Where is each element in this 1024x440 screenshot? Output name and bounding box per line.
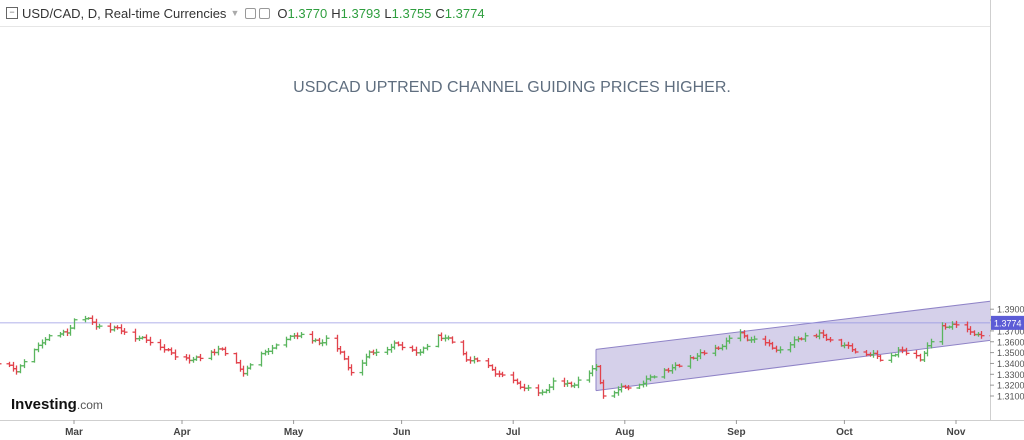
ohlc-bar [953,320,960,328]
ohlc-bar [197,353,204,362]
ohlc-bars [0,315,1024,399]
current-price-label: 1.3774 [994,318,1022,328]
ohlc-bar [348,364,355,376]
ohlc-bar [499,371,506,378]
ohlc-o-label: O [277,5,288,21]
y-tick-label: 1.3100 [997,392,1024,402]
y-tick-label: 1.3600 [997,337,1024,347]
x-tick-label: Apr [173,427,190,438]
ohlc-bar [751,335,758,343]
ohlc-bar [474,357,481,363]
logo-suffix: .com [76,398,103,412]
y-tick-label: 1.3300 [997,370,1024,380]
symbol-title: USD/CAD, D, Real-time Currencies [22,5,227,21]
ohlc-bar [625,385,632,391]
ohlc-bar [172,349,179,360]
ohlc-bar [273,343,280,350]
ohlc-bar [575,376,582,389]
x-tick-label: Nov [947,427,966,438]
ohlc-bar [147,336,154,346]
ohlc-bar [96,323,103,329]
y-tick-label: 1.3500 [997,348,1024,358]
ohlc-bar [877,354,884,362]
ohlc-bar [222,346,229,356]
ohlc-bar [827,336,834,343]
ohlc-bar [71,318,78,330]
x-tick-label: Mar [65,427,83,438]
ohlc-bar [676,363,683,368]
x-axis-panel [0,420,1024,440]
channel-fill [596,298,1014,391]
x-tick-label: May [284,427,304,438]
ohlc-c-label: C [435,5,445,21]
ohlc-h-value: 1.3793 [340,5,381,21]
x-tick-label: Aug [615,427,634,438]
ohlc-bar [777,346,784,354]
x-tick-label: Sep [727,427,745,438]
x-tick-label: Jul [506,427,521,438]
ohlc-bar [21,359,28,369]
ohlc-bar [903,347,910,356]
ohlc-bar [852,348,859,354]
ohlc-bar [424,343,431,351]
y-tick-label: 1.3200 [997,381,1024,391]
x-tick-label: Jun [393,427,411,438]
channel-lower-line [595,336,1014,392]
ohlc-c-value: 1.3774 [444,5,485,21]
ohlc-bar [600,379,607,399]
y-axis-panel [990,0,1024,440]
chevron-down-icon[interactable]: ▼ [230,8,240,18]
ohlc-bar [0,363,2,365]
channel-upper-line [595,297,1014,350]
ohlc-bar [399,341,406,351]
ohlc-bar [247,363,254,370]
ohlc-o-value: 1.3770 [287,5,328,21]
ohlc-bar [46,334,53,342]
ohlc-bar [525,384,532,391]
settings-icon[interactable] [245,7,257,19]
ohlc-bar [651,375,658,379]
investing-logo[interactable]: Investing.com [11,396,103,413]
ohlc-l-label: L [384,5,392,21]
chart-header: − USD/CAD, D, Real-time Currencies ▼ O 1.… [0,0,990,27]
ohlc-h-label: H [331,5,341,21]
ohlc-bar [449,336,456,344]
ohlc-bar [298,332,305,339]
collapse-icon[interactable]: − [6,7,18,19]
ohlc-bar [550,377,557,391]
current-price-tag [991,315,1024,330]
ohlc-bar [373,348,380,357]
ohlc-bar [978,331,985,339]
y-tick-label: 1.3700 [997,326,1024,336]
chart-annotation: USDCAD UPTREND CHANNEL GUIDING PRICES HI… [293,79,731,96]
x-tick-label: Oct [836,427,853,438]
logo-brand: Investing [11,396,77,413]
ohlc-bar [802,332,809,342]
compare-icon[interactable] [259,7,271,19]
ohlc-l-value: 1.3755 [391,5,432,21]
uptrend-channel [595,297,1014,392]
ohlc-bar [928,338,935,349]
y-tick-label: 1.3900 [997,305,1024,315]
ohlc-bar [701,350,708,356]
y-tick-label: 1.3400 [997,359,1024,369]
ohlc-bar [121,328,128,335]
ohlc-bar [323,335,330,346]
ohlc-bar [726,335,733,344]
